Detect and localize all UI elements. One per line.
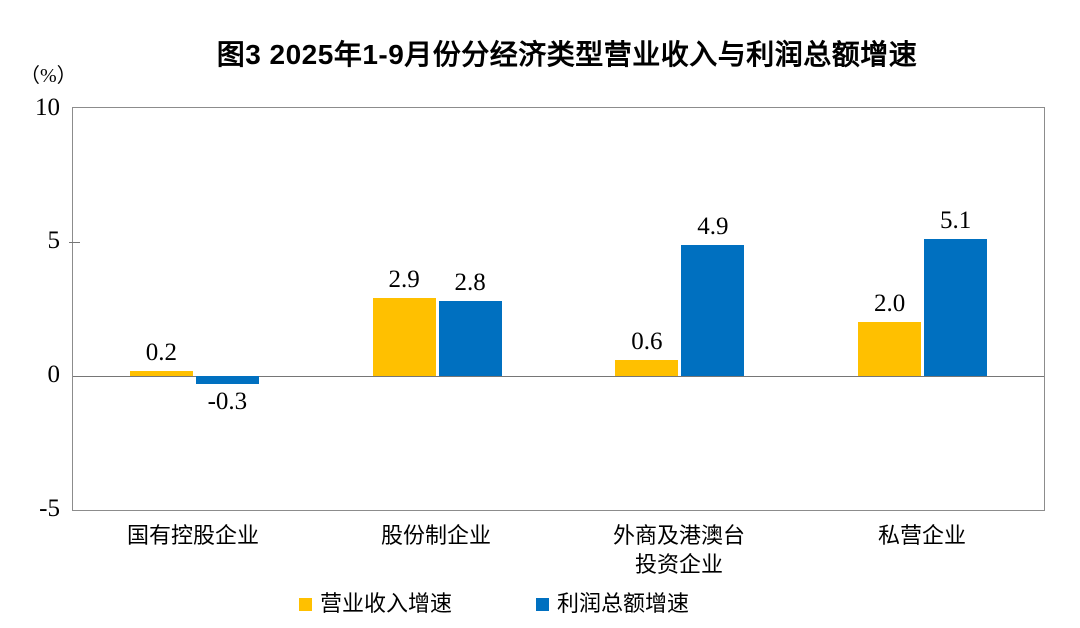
bar-value-label: 4.9: [697, 212, 729, 240]
bar-value-label: 0.6: [631, 327, 663, 355]
y-tick-label: -5: [39, 495, 60, 522]
x-category-label: 国有控股企业: [126, 523, 259, 548]
legend-label-profit: 利润总额增速: [557, 591, 690, 616]
x-category-label: 私营企业: [877, 523, 966, 548]
bar-value-label: 2.9: [388, 266, 420, 294]
zero-gridline: [73, 376, 1044, 377]
y-tick-label: 10: [35, 94, 60, 121]
legend-item-revenue: 营业收入增速: [298, 591, 452, 616]
legend-item-profit: 利润总额增速: [536, 592, 689, 616]
bar-revenue: [858, 322, 922, 376]
legend-swatch-revenue: [298, 597, 312, 611]
bar-profit: [195, 376, 259, 385]
y-tick-mark: [69, 242, 80, 243]
legend-swatch-profit: [536, 597, 549, 611]
legend: 营业收入增速 利润总额增速: [0, 592, 1034, 616]
bar-revenue: [615, 359, 679, 376]
bar-revenue: [129, 370, 193, 376]
bar-revenue: [372, 298, 436, 376]
bar-profit: [924, 239, 988, 376]
bar-value-label: 5.1: [940, 207, 972, 235]
x-category-label: 外商及港澳台 投资企业: [612, 523, 745, 577]
bar-value-label: 0.2: [145, 338, 177, 366]
bar-value-label: 2.8: [454, 268, 486, 296]
x-category-label: 股份制企业: [380, 523, 491, 548]
bar-value-label: 2.0: [874, 290, 906, 318]
plot-area: 0.2 -0.3 2.9 2.8 0.6 4.9 2.0 5.1: [69, 107, 1045, 511]
bar-profit: [438, 300, 502, 376]
y-tick-label: 0: [47, 361, 61, 388]
y-axis-unit-label: （%）: [20, 65, 77, 87]
y-tick-label: 5: [47, 227, 61, 254]
bar-value-label: -0.3: [207, 388, 248, 416]
legend-label-revenue: 营业收入增速: [319, 591, 452, 616]
chart-title: 图3 2025年1-9月份分经济类型营业收入与利润总额增速: [216, 39, 918, 70]
bar-profit: [681, 244, 745, 376]
